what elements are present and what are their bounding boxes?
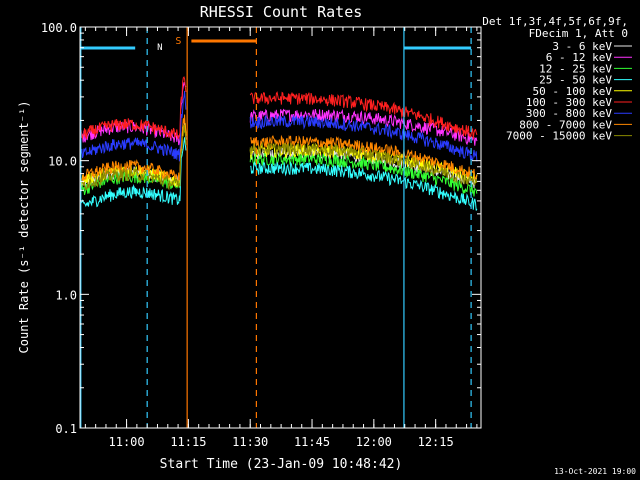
legend-label-1: 6 - 12 keV [546, 51, 613, 64]
legend-header-1: FDecim 1, Att 0 [529, 27, 628, 40]
series-line-5 [80, 76, 478, 140]
x-tick-label-0: 11:00 [109, 435, 145, 449]
series-line-6 [80, 90, 478, 162]
chart-title: RHESSI Count Rates [200, 3, 363, 21]
legend-label-2: 12 - 25 keV [539, 62, 612, 75]
y-tick-label-3: 0.1 [55, 422, 77, 436]
y-tick-label-0: 100.0 [41, 21, 77, 35]
x-tick-label-5: 12:15 [418, 435, 454, 449]
legend-label-6: 300 - 800 keV [526, 107, 612, 120]
saa-bar-label: S [175, 36, 181, 47]
series-line-3 [80, 137, 478, 211]
footer-date: 13-Oct-2021 19:00 [554, 467, 636, 476]
legend: Det 1f,3f,4f,5f,6f,9f,FDecim 1, Att 03 -… [482, 15, 632, 143]
y-tick-label-1: 10.0 [48, 155, 77, 169]
legend-label-4: 50 - 100 keV [533, 85, 613, 98]
night-bar-label-0: N [157, 43, 162, 53]
x-axis-label: Start Time (23-Jan-09 10:48:42) [160, 457, 403, 472]
plot-border [79, 26, 482, 429]
x-tick-label-2: 11:30 [232, 435, 268, 449]
series-line-8 [80, 124, 478, 191]
x-axis: 11:00 11:15 11:30 11:45 12:00 12:15 [84, 27, 478, 449]
x-tick-label-1: 11:15 [170, 435, 206, 449]
legend-label-0: 3 - 6 keV [552, 40, 612, 53]
plot-area: NS [80, 27, 478, 428]
y-axis-label: Count Rate (s⁻¹ detector segment⁻¹) [17, 101, 31, 354]
y-tick-label-2: 1.0 [55, 288, 77, 302]
legend-label-3: 25 - 50 keV [539, 74, 612, 87]
x-tick-label-4: 12:00 [356, 435, 392, 449]
y-axis: 100.0 10.0 1.0 0.1 [41, 21, 481, 436]
legend-label-5: 100 - 300 keV [526, 96, 612, 109]
x-tick-label-3: 11:45 [294, 435, 330, 449]
legend-label-8: 7000 - 15000 keV [506, 130, 612, 143]
legend-header-0: Det 1f,3f,4f,5f,6f,9f, [482, 15, 628, 28]
legend-label-7: 800 - 7000 keV [519, 118, 612, 131]
plot-frame [79, 26, 482, 429]
